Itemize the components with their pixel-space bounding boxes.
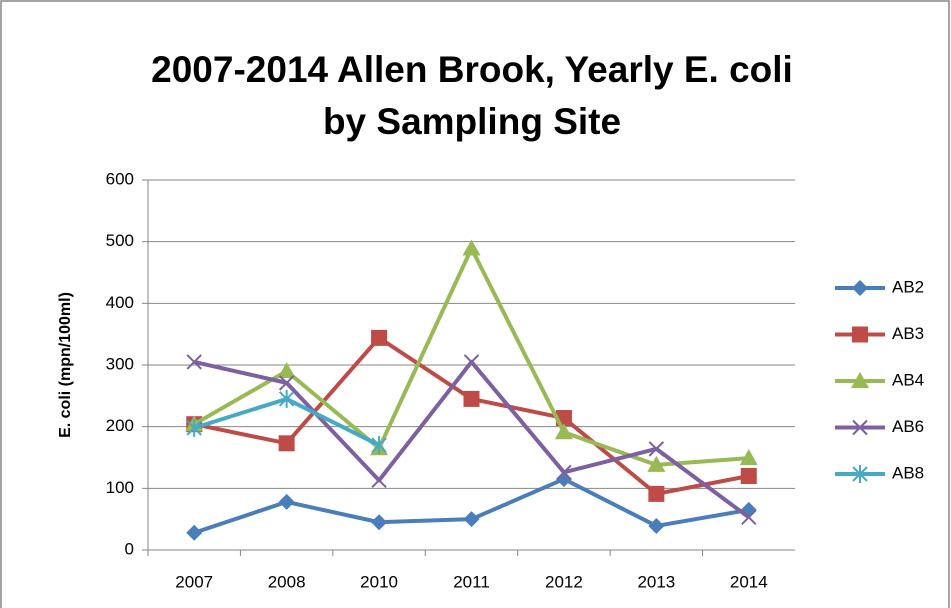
y-tick-label: 300 bbox=[106, 354, 134, 373]
data-point bbox=[371, 436, 387, 455]
data-point bbox=[371, 329, 388, 346]
legend-marker bbox=[851, 372, 869, 388]
y-axis-label: E. coli (mpn/100ml) bbox=[57, 292, 74, 438]
legend-label: AB8 bbox=[892, 463, 924, 482]
data-point bbox=[739, 449, 758, 466]
data-point bbox=[463, 390, 480, 407]
data-point bbox=[463, 511, 480, 528]
legend-label: AB4 bbox=[892, 370, 924, 389]
data-point bbox=[186, 354, 202, 370]
data-point bbox=[278, 493, 295, 510]
x-tick-label: 2012 bbox=[545, 572, 583, 591]
legend-label: AB2 bbox=[892, 277, 924, 296]
data-point bbox=[278, 375, 295, 391]
y-tick-label: 500 bbox=[106, 231, 134, 250]
legend-label: AB6 bbox=[892, 417, 924, 436]
data-point bbox=[648, 441, 665, 457]
y-tick-label: 0 bbox=[125, 539, 134, 558]
data-point bbox=[462, 239, 481, 256]
data-point bbox=[647, 455, 666, 472]
x-tick-label: 2008 bbox=[268, 572, 306, 591]
data-point bbox=[278, 389, 295, 408]
y-tick-label: 200 bbox=[106, 416, 134, 435]
x-tick-label: 2007 bbox=[175, 572, 213, 591]
x-tick-label: 2014 bbox=[730, 572, 768, 591]
data-point bbox=[371, 514, 388, 531]
legend-marker bbox=[852, 419, 868, 436]
legend-label: AB3 bbox=[892, 324, 924, 343]
legend-marker bbox=[852, 465, 868, 483]
data-point bbox=[648, 485, 665, 502]
legend-marker bbox=[852, 326, 868, 343]
data-point bbox=[463, 354, 480, 370]
data-point bbox=[740, 468, 757, 484]
y-tick-label: 400 bbox=[106, 293, 134, 312]
data-point bbox=[741, 509, 757, 526]
chart-title: 2007-2014 Allen Brook, Yearly E. coli bbox=[151, 49, 793, 90]
chart-title: by Sampling Site bbox=[323, 101, 621, 142]
y-tick-label: 600 bbox=[106, 169, 134, 188]
data-point bbox=[186, 524, 203, 541]
data-point bbox=[277, 362, 296, 379]
legend-marker bbox=[852, 280, 868, 296]
x-tick-label: 2011 bbox=[453, 572, 490, 591]
data-point bbox=[556, 464, 572, 481]
y-tick-label: 100 bbox=[106, 478, 134, 497]
data-point bbox=[554, 423, 573, 440]
data-point bbox=[278, 435, 295, 452]
x-tick-label: 2010 bbox=[360, 572, 398, 591]
data-point bbox=[648, 517, 665, 534]
x-tick-label: 2013 bbox=[637, 572, 675, 591]
data-point bbox=[186, 418, 202, 437]
data-point bbox=[740, 501, 757, 518]
data-point bbox=[371, 472, 387, 489]
